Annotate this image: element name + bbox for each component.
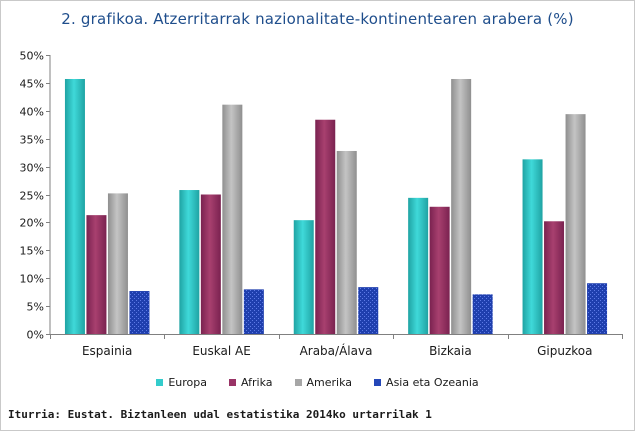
y-tick-label: 5%	[27, 301, 44, 314]
y-tick-label: 50%	[20, 50, 44, 63]
legend: Europa Afrika Amerika Asia eta Ozeania	[0, 376, 635, 389]
bar-asia-eta-ozeania-4	[472, 294, 493, 334]
legend-item-asia: Asia eta Ozeania	[374, 376, 479, 389]
bar-afrika-2	[200, 194, 221, 334]
bar-afrika-5	[544, 221, 565, 334]
bar-amerika-5	[565, 114, 586, 334]
legend-label-europa: Europa	[168, 376, 208, 389]
y-tick-label: 45%	[20, 78, 44, 91]
legend-label-amerika: Amerika	[306, 376, 353, 389]
legend-swatch-amerika	[294, 379, 302, 386]
x-category-label: Bizkaia	[429, 344, 472, 358]
source-note: Iturria: Eustat. Biztanleen udal estatis…	[8, 408, 432, 421]
bar-amerika-3	[336, 150, 357, 334]
bar-afrika-3	[315, 119, 336, 334]
legend-item-amerika: Amerika	[294, 376, 353, 389]
y-tick-label: 25%	[20, 190, 44, 203]
y-tick-label: 0%	[27, 329, 44, 342]
bar-amerika-1	[107, 193, 128, 334]
bar-europa-2	[179, 190, 200, 334]
bar-asia-eta-ozeania-1	[129, 291, 150, 334]
y-tick-label: 15%	[20, 245, 44, 258]
bar-europa-3	[293, 220, 314, 334]
bar-asia-eta-ozeania-5	[587, 283, 608, 334]
legend-label-asia: Asia eta Ozeania	[386, 376, 479, 389]
y-tick-label: 30%	[20, 162, 44, 175]
legend-swatch-asia	[374, 379, 382, 386]
bar-amerika-4	[451, 78, 472, 334]
x-category-label: Araba/Álava	[300, 343, 373, 358]
y-tick-label: 20%	[20, 217, 44, 230]
bar-europa-5	[522, 159, 543, 334]
bar-europa-4	[408, 197, 429, 334]
y-tick-label: 35%	[20, 134, 44, 147]
y-tick-label: 40%	[20, 106, 44, 119]
bar-asia-eta-ozeania-2	[243, 289, 264, 334]
bar-afrika-1	[86, 215, 107, 334]
bar-asia-eta-ozeania-3	[358, 287, 379, 334]
bars	[64, 78, 608, 334]
x-category-label: Gipuzkoa	[537, 344, 592, 358]
x-category-label: Espainia	[82, 344, 132, 358]
legend-label-afrika: Afrika	[241, 376, 273, 389]
bar-europa-1	[64, 78, 85, 334]
legend-swatch-europa	[156, 379, 164, 386]
legend-swatch-afrika	[229, 379, 237, 386]
x-category-label: Euskal AE	[192, 344, 250, 358]
bar-afrika-4	[429, 206, 450, 334]
legend-item-europa: Europa	[156, 376, 207, 389]
legend-item-afrika: Afrika	[229, 376, 273, 389]
axes: 0% 5% 10% 15% 20% 25% 30% 35% 40% 45% 50% Espainia E…	[20, 50, 623, 358]
bar-amerika-2	[222, 104, 243, 334]
chart-title: 2. grafikoa. Atzerritarrak nazionalitate…	[61, 10, 574, 28]
y-tick-label: 10%	[20, 273, 44, 286]
